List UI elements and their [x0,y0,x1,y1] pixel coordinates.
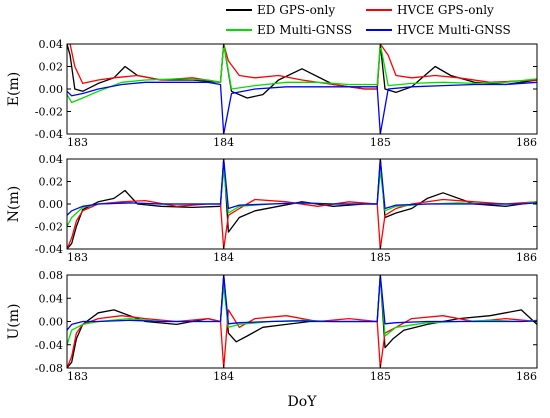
series-line-E-3 [67,81,537,134]
ytick-label-U-0: 0.08 [39,269,64,282]
ytick-label-E-0: 0.04 [39,38,64,51]
series-line-U-2 [67,275,537,345]
ytick-label-N-3: -0.02 [35,221,63,234]
xtick-label-U-1: 184 [213,370,234,383]
xtick-label-E-0: 183 [67,136,88,149]
legend-label-3: HVCE Multi-GNSS [397,23,511,37]
series-group-N [67,159,537,249]
axes-frame-E [66,43,538,135]
xtick-label-U-3: 186 [516,370,537,383]
panel-E: 0.04 0.02 0.00 -0.02 -0.04 183 184 185 186 E(m) [6,38,538,149]
ylabel-N: N(m) [6,186,22,222]
legend-label-0: ED GPS-only [257,3,335,17]
xtick-label-N-1: 184 [213,251,234,264]
series-line-E-2 [67,44,537,104]
xtick-label-U-0: 183 [67,370,88,383]
series-group-U [67,275,537,368]
series-line-U-0 [67,275,537,368]
ytick-label-E-1: 0.02 [39,61,64,74]
ylabel-U: U(m) [6,304,22,340]
ytick-label-N-0: 0.04 [39,153,64,166]
xtick-label-N-2: 185 [370,251,391,264]
ytick-label-E-3: -0.02 [35,106,63,119]
series-line-E-0 [67,44,537,99]
ytick-label-U-3: -0.04 [35,339,63,352]
ytick-label-U-4: -0.08 [35,362,63,375]
xtick-label-E-2: 185 [370,136,391,149]
ytick-label-E-4: -0.04 [35,128,63,141]
ytick-label-E-2: 0.00 [39,83,64,96]
legend: ED GPS-only HVCE GPS-only ED Multi-GNSS HVC… [226,3,511,37]
xtick-label-N-3: 186 [516,251,537,264]
ytick-label-N-2: 0.00 [39,198,64,211]
legend-label-2: ED Multi-GNSS [257,23,352,37]
xtick-label-E-3: 186 [516,136,537,149]
panel-U: 0.08 0.04 0.00 -0.04 -0.08 183 184 185 186 U(m) Do… [6,269,538,410]
ytick-label-U-2: 0.00 [39,316,64,329]
series-line-E-1 [67,44,537,90]
ytick-label-U-1: 0.04 [39,292,64,305]
ylabel-E: E(m) [6,72,22,106]
legend-label-1: HVCE GPS-only [397,3,494,17]
series-line-N-2 [67,169,537,227]
series-line-N-1 [67,198,537,249]
xtick-label-E-1: 184 [213,136,234,149]
xtick-label-N-0: 183 [67,251,88,264]
xlabel-U: DoY [288,394,318,410]
series-group-E [67,44,537,134]
series-line-U-3 [67,275,537,331]
xtick-label-U-2: 185 [370,370,391,383]
panel-N: 0.04 0.02 0.00 -0.02 -0.04 183 184 185 186 N(m) [6,153,538,264]
ytick-label-N-4: -0.04 [35,243,63,256]
ytick-label-N-1: 0.02 [39,176,64,189]
series-line-N-3 [67,159,537,216]
